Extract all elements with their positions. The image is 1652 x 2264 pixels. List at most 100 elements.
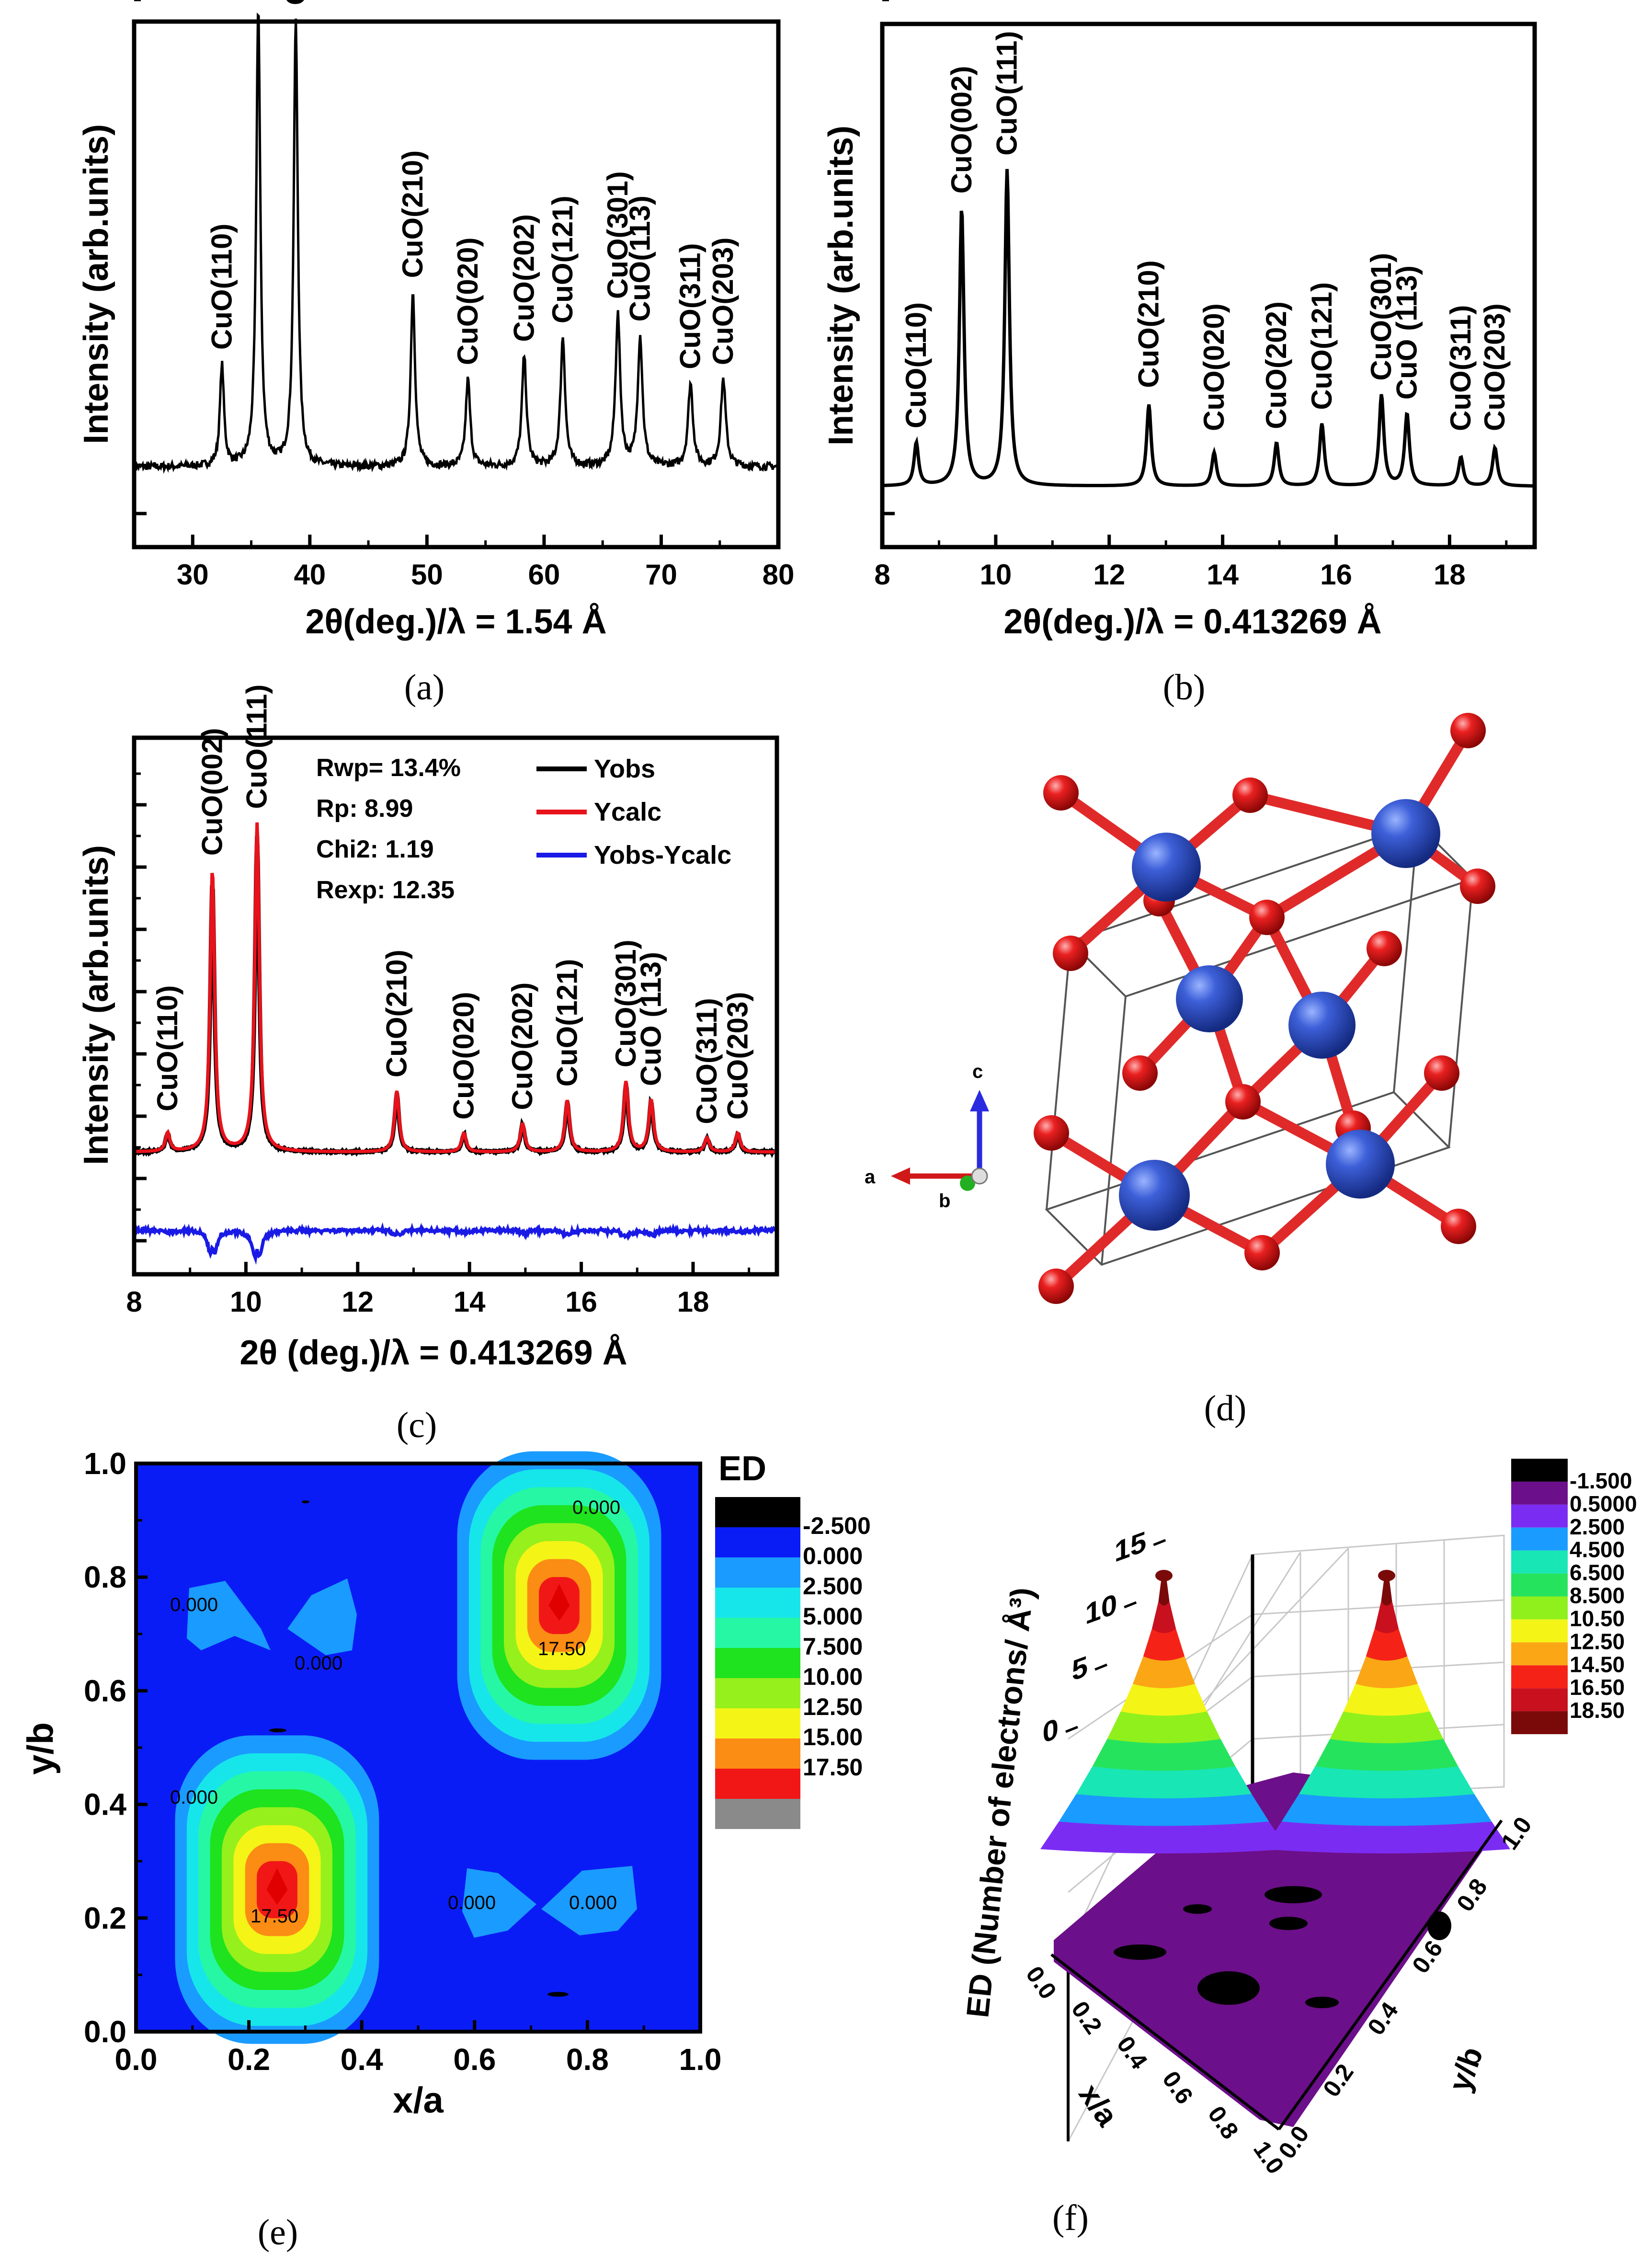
legend-swatch [1511,1573,1568,1597]
legend-level-label: 18.50 [1570,1698,1625,1723]
surface-band [1299,1766,1475,1798]
panel-c-stats: Rwp= 13.4% Rp: 8.99 Chi2: 1.19 Rexp: 12.… [316,754,461,904]
legend-swatch [715,1527,800,1557]
peak-label: CuO(311) [1445,305,1477,431]
legend-swatch [1511,1459,1568,1482]
surface-band [1040,1821,1287,1853]
surface-band [1059,1794,1269,1826]
panel-f-surface [1054,1772,1497,2127]
x-tick-label: 50 [411,559,443,591]
peak-label: CuO(020) [452,237,484,365]
peak-label: CuO(111) [241,685,273,809]
contour-label: 0.000 [448,1892,496,1913]
panel-f-xaxis [1050,1953,1280,2131]
peak-label: CuO(311) [674,243,706,369]
peak-label: CuO (113) [635,952,667,1086]
peak-label: CuO(002) [196,728,228,856]
panel-c-stat-rp: Rp: 8.99 [316,795,413,823]
x-tick-label: 0.8 [1203,2101,1244,2144]
peak-label: 17.50 [538,1638,586,1659]
surface-peak-cap [1155,1570,1173,1581]
panel-c-frame [132,735,779,1277]
panel-b-frame [880,22,1537,549]
x-tick-label: 10 [980,559,1012,591]
panel-e: 0.000 0.000 0.000 0.000 0.000 0.000 17.5… [20,1446,871,2121]
x-tick-label: 10 [230,1286,262,1318]
surface-band [1330,1711,1444,1743]
z-tick [1094,1663,1108,1671]
legend-swatch [715,1799,800,1829]
surface-band [1263,1821,1510,1853]
panel-a-ylabel: Intensity (arb.units) [77,124,115,444]
legend-swatch [1511,1481,1568,1505]
y-tick-label: 1.0 [84,1446,126,1481]
legend-level-label: 0.5000 [1570,1491,1637,1516]
contour-hill-1 [175,1735,379,2044]
x-tick-label: 30 [177,559,209,591]
panel-e-legend: -2.500 0.000 2.500 5.000 7.500 10.00 12.50 15.0… [715,1497,871,1829]
panel-f-legend: -1.5000.50002.5004.5006.5008.50010.5012.… [1511,1459,1637,1734]
legend-level-label: -2.500 [803,1512,871,1539]
contour-label: 0.000 [295,1653,342,1674]
panel-e-yticks: 0.0 0.2 0.4 0.6 0.8 1.0 [84,1446,148,2049]
legend-level-label: 8.500 [1570,1583,1625,1608]
panel-a-yticks [134,0,147,515]
x-tick-label: 14 [1207,559,1239,591]
x-tick-label: 0.0 [115,2042,158,2077]
legend-swatch [715,1497,800,1527]
x-tick-label: 8 [126,1286,142,1318]
peak-label: CuO(110) [900,302,932,428]
surface-band [1381,1574,1392,1606]
x-tick-label: 80 [763,559,795,591]
peak-label: 17.50 [251,1906,298,1927]
y-tick-label: 0.2 [84,1901,126,1935]
peak-label: CuO(301) [610,939,642,1067]
oxygen-atoms [1034,713,1495,1304]
peak-label: CuO (113) [1391,265,1423,400]
z-tick-label: 15 [1115,1525,1147,1569]
legend-level-label: 12.50 [803,1693,863,1720]
surface-band [1143,1629,1185,1661]
surface-peak-2 [1263,1570,1510,1853]
x-tick-label: 70 [645,559,677,591]
y-tick-label: 0.4 [84,1787,126,1822]
surface-band [1120,1684,1208,1716]
panel-b: CuO(110) CuO(002) CuO(111) CuO(210) CuO(020)… [822,0,1537,641]
panel-c: CuO(110) CuO(002) CuO(111) CuO(210) CuO(020)… [77,685,779,1372]
panel-c-xticks: 8 10 12 14 16 18 [126,1262,751,1318]
legend-swatch [715,1557,800,1588]
legend-swatch [715,1588,800,1618]
panel-c-calc-curve [134,822,777,1154]
legend-swatch [715,1738,800,1769]
x-tick-label: 12 [1093,559,1125,591]
z-tick [1153,1539,1166,1546]
surface-band [1133,1656,1195,1688]
peak-label: CuO(121) [547,195,579,323]
surface-band [1281,1794,1492,1826]
contour-lobes [187,1578,637,1938]
panel-b-xlabel: 2θ(deg.)/λ = 0.413269 Å [1003,603,1381,641]
panel-f-zlabel: ED (Number of electrons/ Å³) [959,1586,1040,2019]
legend-level-label: 12.50 [1570,1629,1625,1654]
contour-label: 0.000 [572,1497,620,1518]
peak-label: CuO(301) [602,171,634,299]
x-tick-label: 16 [565,1286,597,1318]
legend-swatch [1511,1642,1568,1666]
surface-band [1092,1739,1236,1771]
x-tick-label: 40 [294,559,326,591]
x-tick-label: 0.6 [1157,2066,1198,2109]
x-tick-label: 0.4 [341,2042,383,2077]
legend-level-label: 2.500 [803,1573,863,1600]
x-tick-label: 60 [528,559,560,591]
legend-level-label: 14.50 [1570,1652,1625,1677]
caption-b: (b) [1163,667,1206,708]
x-tick-label: 1.0 [679,2042,722,2077]
surface-peak-cap [1378,1570,1395,1581]
contour-black-specks [269,1500,569,1997]
x-tick-label: 18 [1434,559,1466,591]
peak-label: CuO(111) [991,31,1023,156]
legend-swatch [715,1648,800,1678]
unit-cell-box [1045,823,1475,1266]
x-tick-label: 12 [342,1286,374,1318]
